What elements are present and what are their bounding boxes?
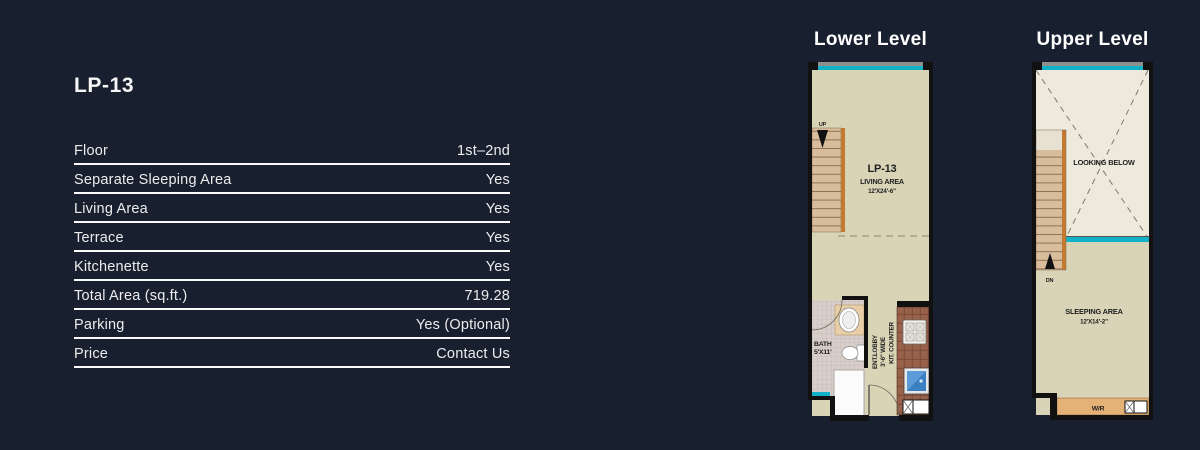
spec-label: Total Area (sq.ft.) xyxy=(74,288,188,304)
spec-value: Yes xyxy=(485,201,510,217)
spec-row: Separate Sleeping Area Yes xyxy=(74,165,510,194)
sleeping-area-dim: 12'X14'-2" xyxy=(1080,319,1108,326)
wr-label: W/R xyxy=(1092,406,1105,413)
stair-up-label: UP xyxy=(819,122,827,128)
bath-dim: 5'X11' xyxy=(814,349,832,356)
void-edge-band xyxy=(1066,237,1149,242)
unit-title: LP-13 xyxy=(74,74,135,97)
walls xyxy=(1032,62,1153,420)
stair-dn-label: DN xyxy=(1046,278,1054,284)
terrace-window-band xyxy=(1042,66,1143,70)
spec-row: Living Area Yes xyxy=(74,194,510,223)
lower-level-floorplan: UP LP-13 LIVING AREA 12'X24'-6" BATH 5'X… xyxy=(808,62,933,421)
living-area-dim: 12'X24'-6" xyxy=(868,188,896,195)
terrace-edge-band xyxy=(1042,62,1143,66)
down-arrow-icon xyxy=(1045,253,1055,269)
spec-label: Separate Sleeping Area xyxy=(74,172,232,188)
wr-meter-box-icon xyxy=(1124,400,1148,414)
up-arrow-icon xyxy=(817,130,828,148)
spec-value: Yes xyxy=(485,259,510,275)
spec-label: Terrace xyxy=(74,230,124,246)
specs-table: Floor 1st–2nd Separate Sleeping Area Yes Liv… xyxy=(74,136,510,368)
staircase-lower xyxy=(811,127,845,233)
ent-lobby-label: ENT.LOBBY xyxy=(872,334,879,369)
kit-counter-label: KIT. COUNTER xyxy=(889,322,896,364)
meter-box-icon xyxy=(902,399,930,415)
kitchen-counter xyxy=(896,306,930,416)
void-cross-lines xyxy=(1035,69,1149,239)
living-area-label: LIVING AREA xyxy=(860,177,904,186)
spec-value: 1st–2nd xyxy=(457,143,510,159)
spec-value: Yes xyxy=(485,172,510,188)
bath-label: BATH xyxy=(814,341,832,348)
spec-value: Contact Us xyxy=(436,346,510,362)
spec-row: Parking Yes (Optional) xyxy=(74,310,510,339)
upper-level-floorplan: LOOKING BELOW DN SLEEPING AREA 12'X14'-2… xyxy=(1032,62,1153,420)
bath-window-band xyxy=(812,392,830,396)
void-edge-line xyxy=(1066,236,1149,237)
spec-label: Price xyxy=(74,346,109,362)
spec-row: Floor 1st–2nd xyxy=(74,136,510,165)
spec-value: 719.28 xyxy=(464,288,510,304)
plan-unit-label: LP-13 xyxy=(868,163,897,175)
entrance-door xyxy=(868,384,900,416)
spec-label: Kitchenette xyxy=(74,259,149,275)
spec-label: Living Area xyxy=(74,201,148,217)
wr-room xyxy=(1056,397,1150,416)
spec-row: Total Area (sq.ft.) 719.28 xyxy=(74,281,510,310)
ent-lobby-dim: 3'-6" WIDE xyxy=(880,337,887,367)
spec-value: Yes (Optional) xyxy=(415,317,510,333)
bath-door-swing xyxy=(811,299,843,331)
spec-row: Kitchenette Yes xyxy=(74,252,510,281)
spec-row: Terrace Yes xyxy=(74,223,510,252)
terrace-edge-band xyxy=(818,62,923,66)
spec-label: Floor xyxy=(74,143,109,159)
toilet-bowl-icon xyxy=(841,346,859,360)
lower-level-heading: Lower Level xyxy=(813,29,928,50)
staircase-upper xyxy=(1035,129,1067,271)
spec-value: Yes xyxy=(485,230,510,246)
upper-level-heading: Upper Level xyxy=(1036,29,1149,50)
spec-label: Parking xyxy=(74,317,125,333)
sleeping-area-label: SLEEPING AREA xyxy=(1065,307,1123,316)
walls xyxy=(808,62,933,421)
spec-row: Price Contact Us xyxy=(74,339,510,368)
bathtub xyxy=(833,369,865,417)
looking-below-label: LOOKING BELOW xyxy=(1073,158,1135,167)
terrace-window-band xyxy=(818,66,923,70)
